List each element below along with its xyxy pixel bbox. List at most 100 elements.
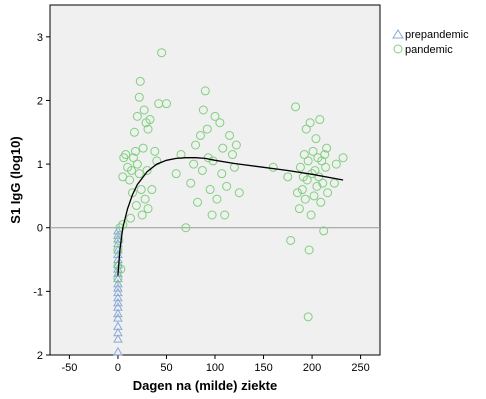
legend: prepandemic pandemic [392,29,469,56]
y-tick-label: 3 [37,32,43,44]
prepandemic-point [113,278,123,288]
pandemic-point [286,235,296,245]
y-tick-label: 0 [37,223,43,235]
pandemic-point [143,204,153,214]
pandemic-point [116,264,126,274]
pandemic-point [136,185,146,195]
legend-item-prepandemic: prepandemic [392,29,469,41]
pandemic-point [234,188,244,198]
pandemic-point [300,194,310,204]
pandemic-point [304,245,314,255]
pandemic-point [135,76,145,86]
pandemic-point [127,165,137,175]
prepandemic-point [113,225,123,235]
x-tick-label: 50 [160,362,172,374]
pandemic-point [318,178,328,188]
pandemic-point [305,118,315,128]
pandemic-point [212,194,222,204]
prepandemic-point [113,254,123,264]
pandemic-point [138,143,148,153]
legend-label-pandemic: pandemic [405,44,453,56]
pandemic-point [225,130,235,140]
pandemic-point [193,197,203,207]
pandemic-point [157,48,167,58]
pandemic-point [137,210,147,220]
pandemic-point [134,169,144,179]
pandemic-point [316,197,326,207]
prepandemic-point [113,292,123,302]
pandemic-point [207,210,217,220]
pandemic-point [134,92,144,102]
pandemic-point [301,124,311,134]
pandemic-point [297,185,307,195]
prepandemic-point [113,308,123,318]
pandemic-point [303,156,313,166]
pandemic-point [306,210,316,220]
pandemic-point [311,134,321,144]
pandemic-point [132,111,142,121]
pandemic-point [131,200,141,210]
y-tick-label: 2 [37,350,43,362]
x-tick-label: -50 [61,362,77,374]
pandemic-point [126,213,136,223]
legend-label-prepandemic: prepandemic [405,29,469,41]
pandemic-point [283,172,293,182]
pandemic-point [291,102,301,112]
prepandemic-point [113,283,123,292]
fit-line [117,157,344,276]
pandemic-point [295,162,305,172]
x-tick-label: 100 [206,362,224,374]
y-axis-title: S1 IgG (log10) [8,136,23,223]
prepandemic-point [113,273,123,283]
pandemic-point [198,105,208,115]
pandemic-point [321,162,331,172]
y-axis-ticks: 3 2 1 0 -1 2 [33,32,50,362]
prepandemic-point [113,346,123,356]
pandemic-point [115,223,125,233]
legend-item-pandemic: pandemic [393,44,453,56]
pandemic-point [202,124,212,134]
pandemic-point [302,175,312,185]
pandemic-point [140,194,150,204]
pandemic-point [319,226,329,236]
prepandemic-point [113,297,123,307]
pandemic-point [139,105,149,115]
pandemic-point [303,312,313,322]
fit-line-layer [117,157,344,276]
pandemic-point [195,130,205,140]
circle-marker-icon [393,44,403,54]
pandemic-point [220,210,230,220]
x-tick-label: 200 [303,362,321,374]
pandemic-point [130,146,140,156]
pandemic-point [299,150,309,160]
pandemic-point [222,181,232,191]
pandemic-point [322,143,332,153]
pandemic-point [114,235,124,245]
pandemic-point [186,178,196,188]
pandemic-point [215,118,225,128]
pandemic-point [338,153,348,163]
pandemic-point [308,146,318,156]
pandemic-point [268,162,278,172]
y-tick-label: 2 [37,95,43,107]
pandemic-point [161,99,171,109]
pandemic-point [113,245,123,255]
y-tick-label: 1 [37,159,43,171]
pandemic-point [191,140,201,150]
pandemic-point [128,188,137,198]
pandemic-point [121,150,131,160]
pandemic-point [309,191,319,201]
pandemic-point [227,150,237,160]
y-tick-label: -1 [33,286,43,298]
pandemic-point [329,178,339,188]
pandemic-point [217,169,227,179]
pandemic-point [150,146,160,156]
pandemic-point [181,223,191,233]
pandemic-point [125,175,135,185]
pandemic-point [143,124,153,134]
pandemic-point [145,115,155,125]
pandemic-point [129,127,139,137]
x-tick-label: 250 [351,362,369,374]
pandemic-point [315,115,325,125]
triangle-marker-icon [392,29,404,39]
